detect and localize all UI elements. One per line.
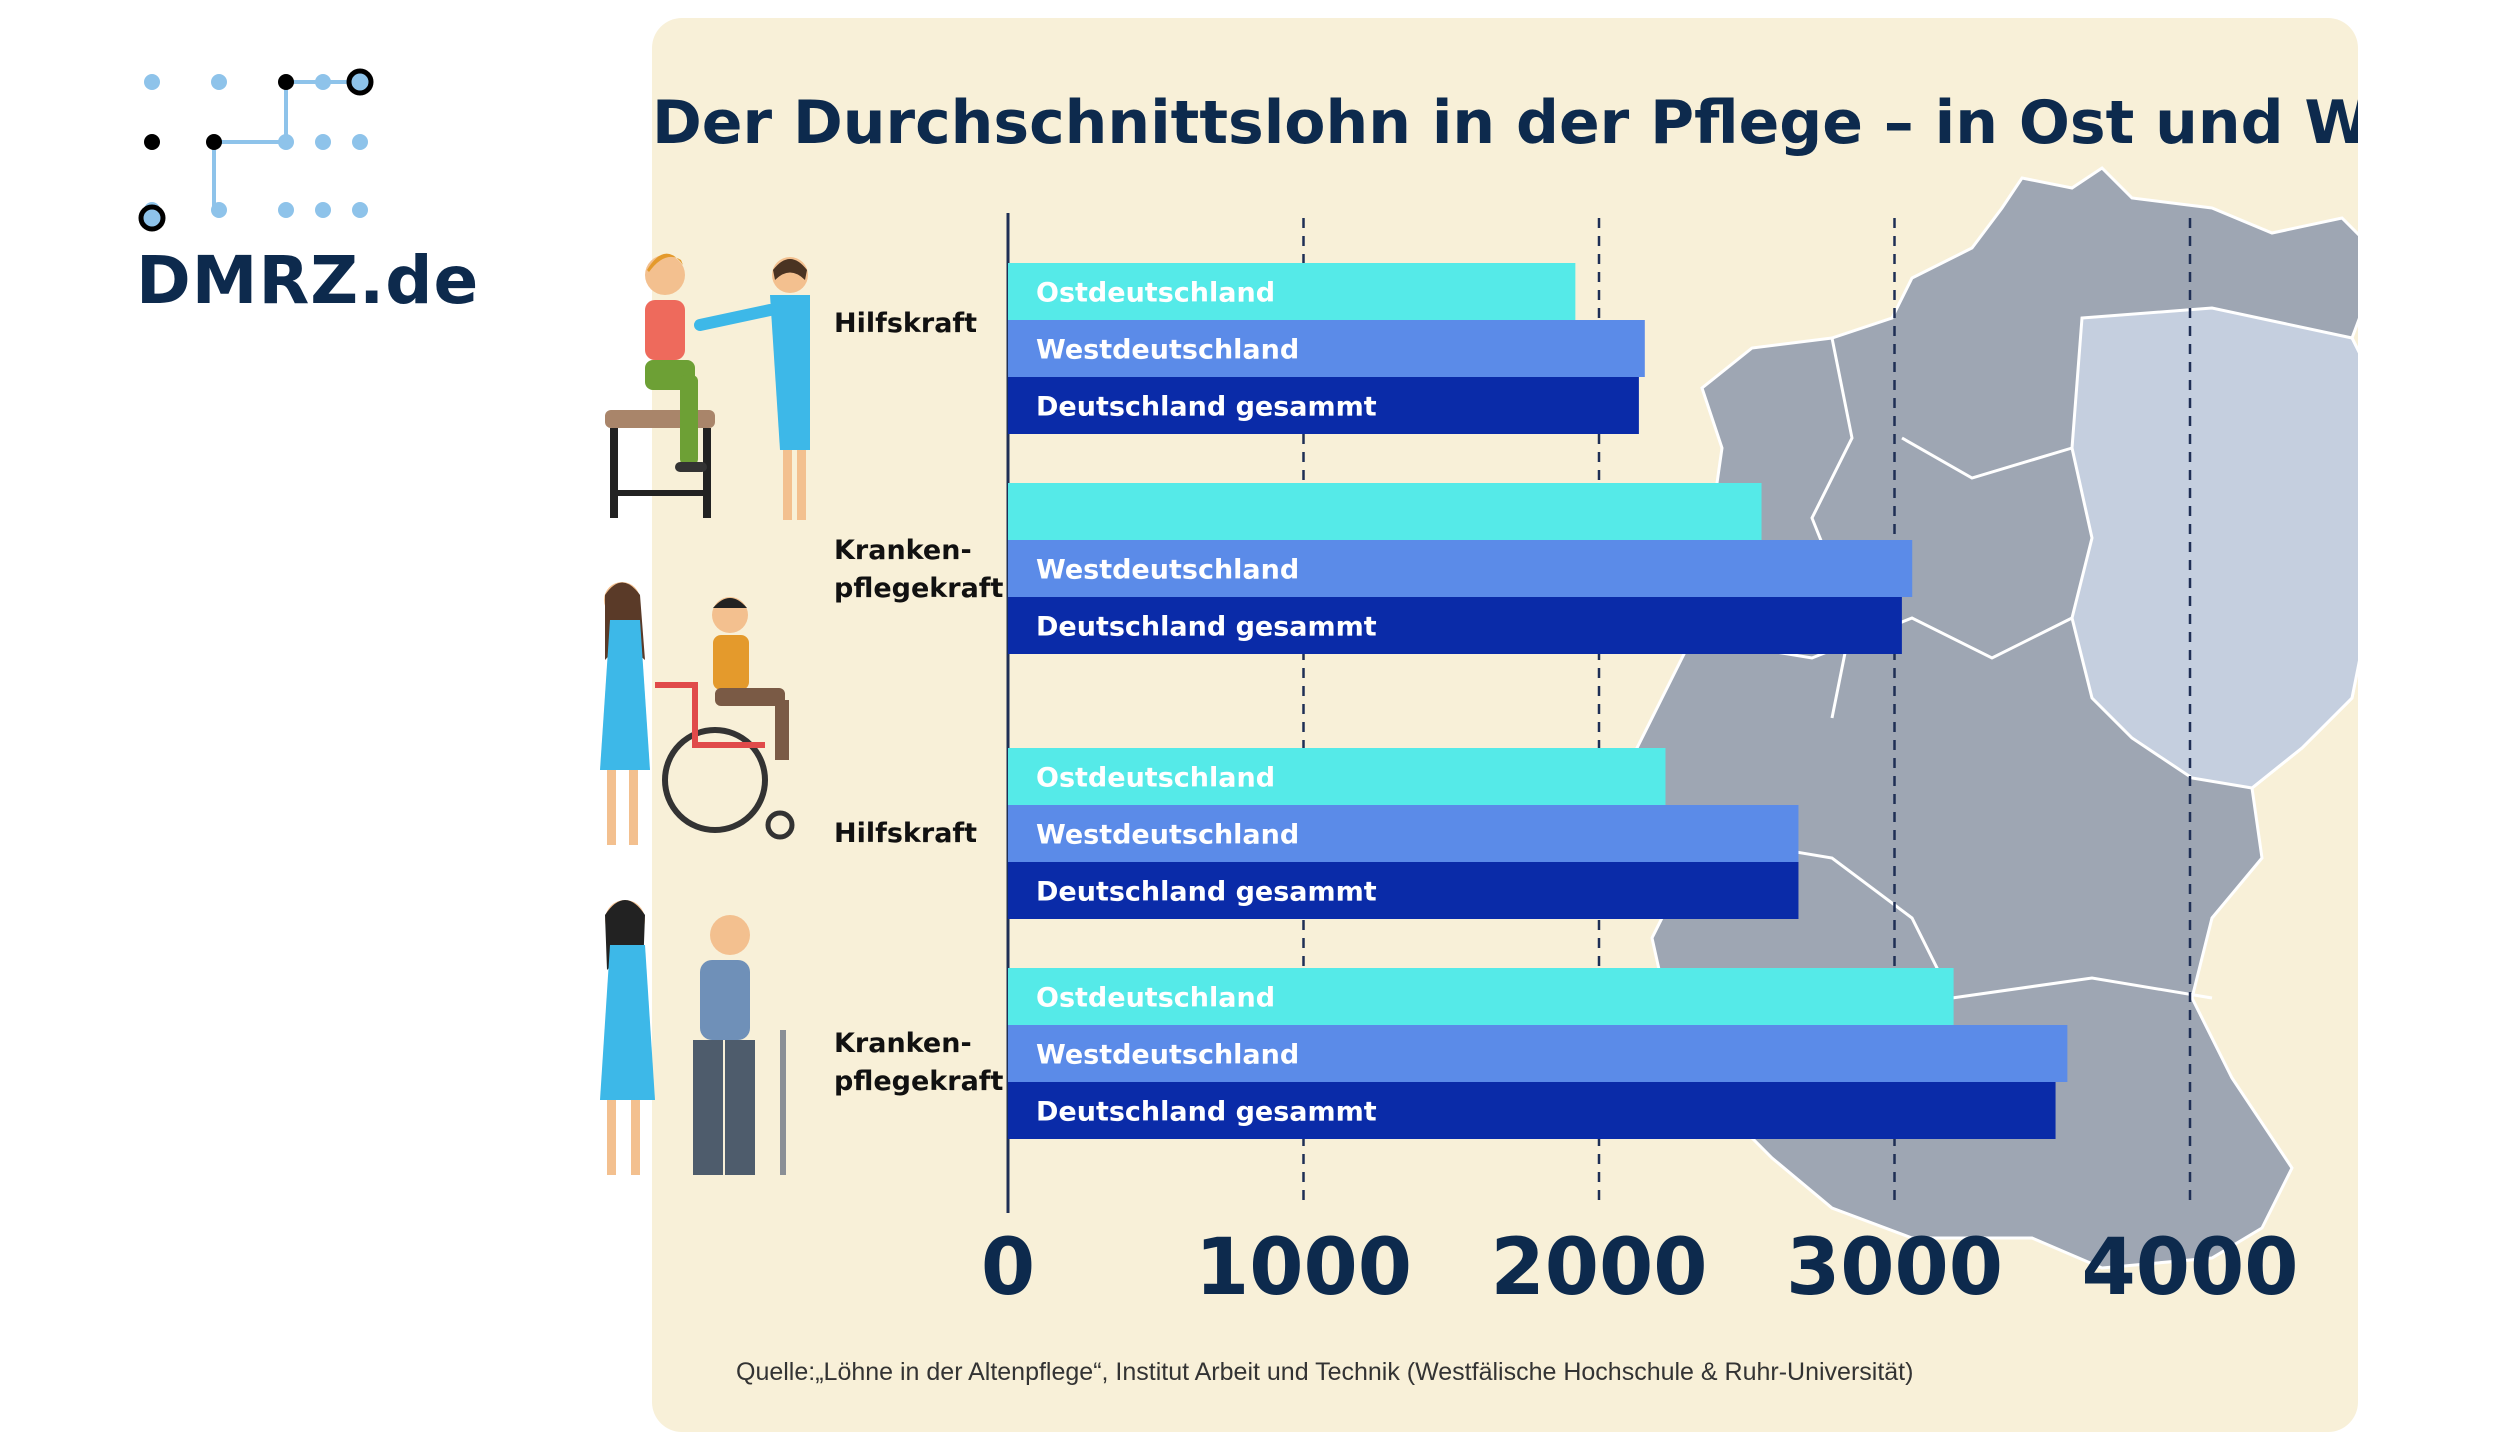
caregiver-patient-icon <box>605 253 810 520</box>
bar-2-2 <box>1008 540 1913 597</box>
dmrz-logo-icon <box>138 68 374 232</box>
bar-2-3 <box>1008 597 1902 654</box>
bar-label: Deutschland gesammt <box>1036 1097 1377 1128</box>
group-label-line: Hilfskraft <box>834 818 978 849</box>
group-label-line: pflegekraft <box>834 1066 1004 1097</box>
logo-path-line <box>212 82 288 210</box>
bar-2-1 <box>1008 483 1762 540</box>
bar-label: Ostdeutschland <box>1036 763 1275 794</box>
bar-label: Westdeutschland <box>1036 555 1299 586</box>
wheelchair-icon <box>600 582 795 845</box>
group-label-line: Kranken- <box>834 535 972 566</box>
logo-text: DMRZ.de <box>136 242 480 319</box>
chart-panel: Der Durchschnittslohn in der Pflege – in… <box>652 18 2358 1432</box>
bar-chart: Ostdeutschland Westdeutschland Deutschland… <box>981 213 2299 1313</box>
group-label-4: Kranken- pflegekraft <box>834 1025 1003 1101</box>
tick-label-1000: 1000 <box>1195 1223 1412 1313</box>
source-note: Quelle:„Löhne in der Altenpflege“, Insti… <box>736 1358 1914 1386</box>
bar-3-2 <box>1008 805 1799 862</box>
map-east <box>2070 306 2358 790</box>
group-label-2: Kranken- pflegekraft <box>834 532 1003 608</box>
tick-label-2000: 2000 <box>1490 1223 1707 1313</box>
bar-label: Ostdeutschland <box>1036 983 1275 1014</box>
tick-label-4000: 4000 <box>2081 1223 2298 1313</box>
bar-1-2 <box>1008 320 1645 377</box>
bar-label: Deutschland gesammt <box>1036 877 1377 908</box>
tick-label-3000: 3000 <box>1786 1223 2003 1313</box>
bar-label: Deutschland gesammt <box>1036 612 1377 643</box>
bar-label: Westdeutschland <box>1036 1040 1299 1071</box>
bar-label: Westdeutschland <box>1036 820 1299 851</box>
chart-title: Der Durchschnittslohn in der Pflege – in… <box>652 88 2358 158</box>
group-label-1: Hilfskraft <box>834 305 977 343</box>
bar-3-1 <box>1008 748 1666 805</box>
bar-label: Deutschland gesammt <box>1036 392 1377 423</box>
elderly-walker-icon <box>600 900 786 1175</box>
group-label-line: pflegekraft <box>834 573 1004 604</box>
caregiver-illustrations-icon <box>600 253 810 1175</box>
bar-label: Ostdeutschland <box>1036 278 1275 309</box>
group-label-line: Kranken- <box>834 1028 972 1059</box>
bar-3-3 <box>1008 862 1799 919</box>
bar-1-1 <box>1008 263 1576 320</box>
tick-label-0: 0 <box>981 1223 1035 1313</box>
bar-4-3 <box>1008 1082 2056 1139</box>
group-label-line: Hilfskraft <box>834 308 978 339</box>
bar-4-2 <box>1008 1025 2068 1082</box>
bar-1-3 <box>1008 377 1639 434</box>
bar-label: Westdeutschland <box>1036 335 1299 366</box>
group-label-3: Hilfskraft <box>834 815 977 853</box>
bar-4-1 <box>1008 968 1954 1025</box>
